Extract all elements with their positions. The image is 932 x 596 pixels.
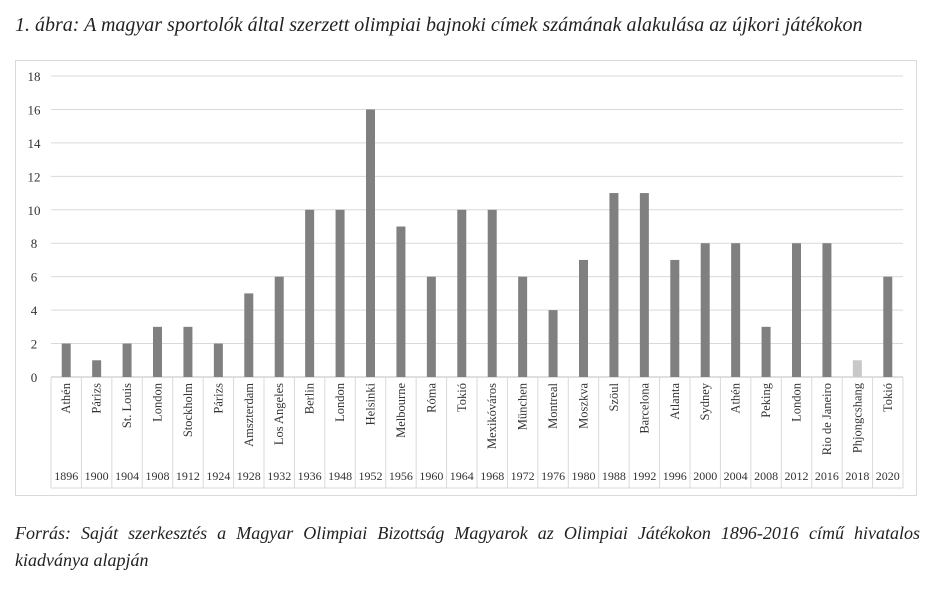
category-label: London xyxy=(151,382,165,422)
bar xyxy=(153,326,162,377)
year-label: 2012 xyxy=(785,469,809,483)
y-tick-label: 0 xyxy=(31,370,38,385)
year-label: 2016 xyxy=(815,469,839,483)
bar xyxy=(213,343,223,377)
y-tick-label: 8 xyxy=(31,236,38,251)
bar xyxy=(457,209,467,377)
category-label: Melbourne xyxy=(394,383,408,438)
category-label: Mexikóváros xyxy=(485,383,499,449)
year-label: 1932 xyxy=(267,469,291,483)
bar xyxy=(700,243,710,377)
category-label: St. Louis xyxy=(120,383,134,428)
category-label: Rio de Janeiro xyxy=(820,383,834,455)
category-label: Athén xyxy=(729,382,743,413)
bar xyxy=(305,209,315,377)
y-tick-label: 12 xyxy=(28,169,41,184)
category-label: Los Angeles xyxy=(272,383,286,445)
bar xyxy=(609,193,619,377)
category-label: Berlin xyxy=(303,382,317,414)
category-label: Montreal xyxy=(546,382,560,428)
category-label: London xyxy=(790,382,804,422)
bar xyxy=(122,343,132,377)
bar-chart: 0 2 4 6 8 10 12 14 16 18 Athén 1896 Párizs 1900 St. Lo… xyxy=(28,69,904,489)
category-label: Moszkva xyxy=(577,383,591,429)
year-label: 1952 xyxy=(359,469,383,483)
category-label: Sydney xyxy=(698,382,712,420)
y-tick-label: 14 xyxy=(28,136,42,151)
category-label: Helsinki xyxy=(364,382,378,425)
year-label: 2004 xyxy=(724,469,748,483)
year-label: 1924 xyxy=(206,469,230,483)
category-label: Tokió xyxy=(881,383,895,412)
category-label: London xyxy=(333,382,347,422)
bar xyxy=(883,276,893,377)
y-tick-label: 16 xyxy=(28,102,42,117)
bar xyxy=(335,209,345,377)
bar xyxy=(426,276,436,377)
year-label: 2008 xyxy=(754,469,778,483)
y-tick-label: 2 xyxy=(31,337,38,352)
category-label: Amszterdam xyxy=(242,383,256,447)
category-label: Barcelona xyxy=(637,383,651,434)
category-label: Atlanta xyxy=(668,383,682,420)
bar xyxy=(487,209,497,377)
year-label: 1900 xyxy=(85,469,109,483)
y-tick-label: 4 xyxy=(31,303,38,318)
year-label: 1964 xyxy=(450,469,474,483)
figure-source: Forrás: Saját szerkesztés a Magyar Olimp… xyxy=(15,523,920,570)
bar xyxy=(731,243,741,377)
bar xyxy=(366,109,375,377)
year-label: 1912 xyxy=(176,469,200,483)
bar xyxy=(244,293,254,377)
year-label: 1972 xyxy=(511,469,535,483)
year-label: 1908 xyxy=(146,469,170,483)
y-tick-label: 10 xyxy=(28,203,41,218)
bar xyxy=(852,360,862,377)
category-label: Szöul xyxy=(607,382,621,411)
bar xyxy=(548,310,558,377)
y-tick-label: 6 xyxy=(31,270,38,285)
category-label: Stockholm xyxy=(181,383,195,437)
year-label: 2000 xyxy=(693,469,717,483)
category-label: Róma xyxy=(424,383,438,413)
category-label: Phjongcshang xyxy=(850,382,864,453)
year-label: 2020 xyxy=(876,469,900,483)
category-label: Párizs xyxy=(211,383,225,414)
bar xyxy=(579,259,588,377)
year-label: 2018 xyxy=(845,469,869,483)
bar xyxy=(183,326,193,377)
bar xyxy=(670,259,680,377)
year-label: 1980 xyxy=(572,469,596,483)
year-label: 1996 xyxy=(663,469,687,483)
year-label: 1928 xyxy=(237,469,261,483)
bar xyxy=(792,243,801,377)
figure-title: 1. ábra: A magyar sportolók által szerze… xyxy=(15,14,863,36)
year-label: 1904 xyxy=(115,469,139,483)
bar xyxy=(639,193,649,377)
category-label: Athén xyxy=(59,382,73,413)
year-label: 1956 xyxy=(389,469,413,483)
bar xyxy=(61,343,71,377)
bar xyxy=(761,326,771,377)
category-label: Párizs xyxy=(90,383,104,414)
year-label: 1936 xyxy=(298,469,322,483)
year-label: 1968 xyxy=(480,469,504,483)
year-label: 1988 xyxy=(602,469,626,483)
bar xyxy=(822,243,832,377)
bar xyxy=(396,226,406,377)
category-label: München xyxy=(516,382,530,430)
y-tick-label: 18 xyxy=(28,69,41,84)
chart-frame: 0 2 4 6 8 10 12 14 16 18 Athén 1896 Párizs 1900 St. Lo… xyxy=(15,60,917,496)
year-label: 1896 xyxy=(54,469,78,483)
year-label: 1976 xyxy=(541,469,565,483)
year-label: 1992 xyxy=(632,469,656,483)
year-label: 1948 xyxy=(328,469,352,483)
bar xyxy=(274,276,284,377)
bar xyxy=(92,360,102,377)
category-label: Tokió xyxy=(455,383,469,412)
year-label: 1960 xyxy=(419,469,443,483)
category-label: Peking xyxy=(759,382,773,417)
bar xyxy=(518,276,528,377)
